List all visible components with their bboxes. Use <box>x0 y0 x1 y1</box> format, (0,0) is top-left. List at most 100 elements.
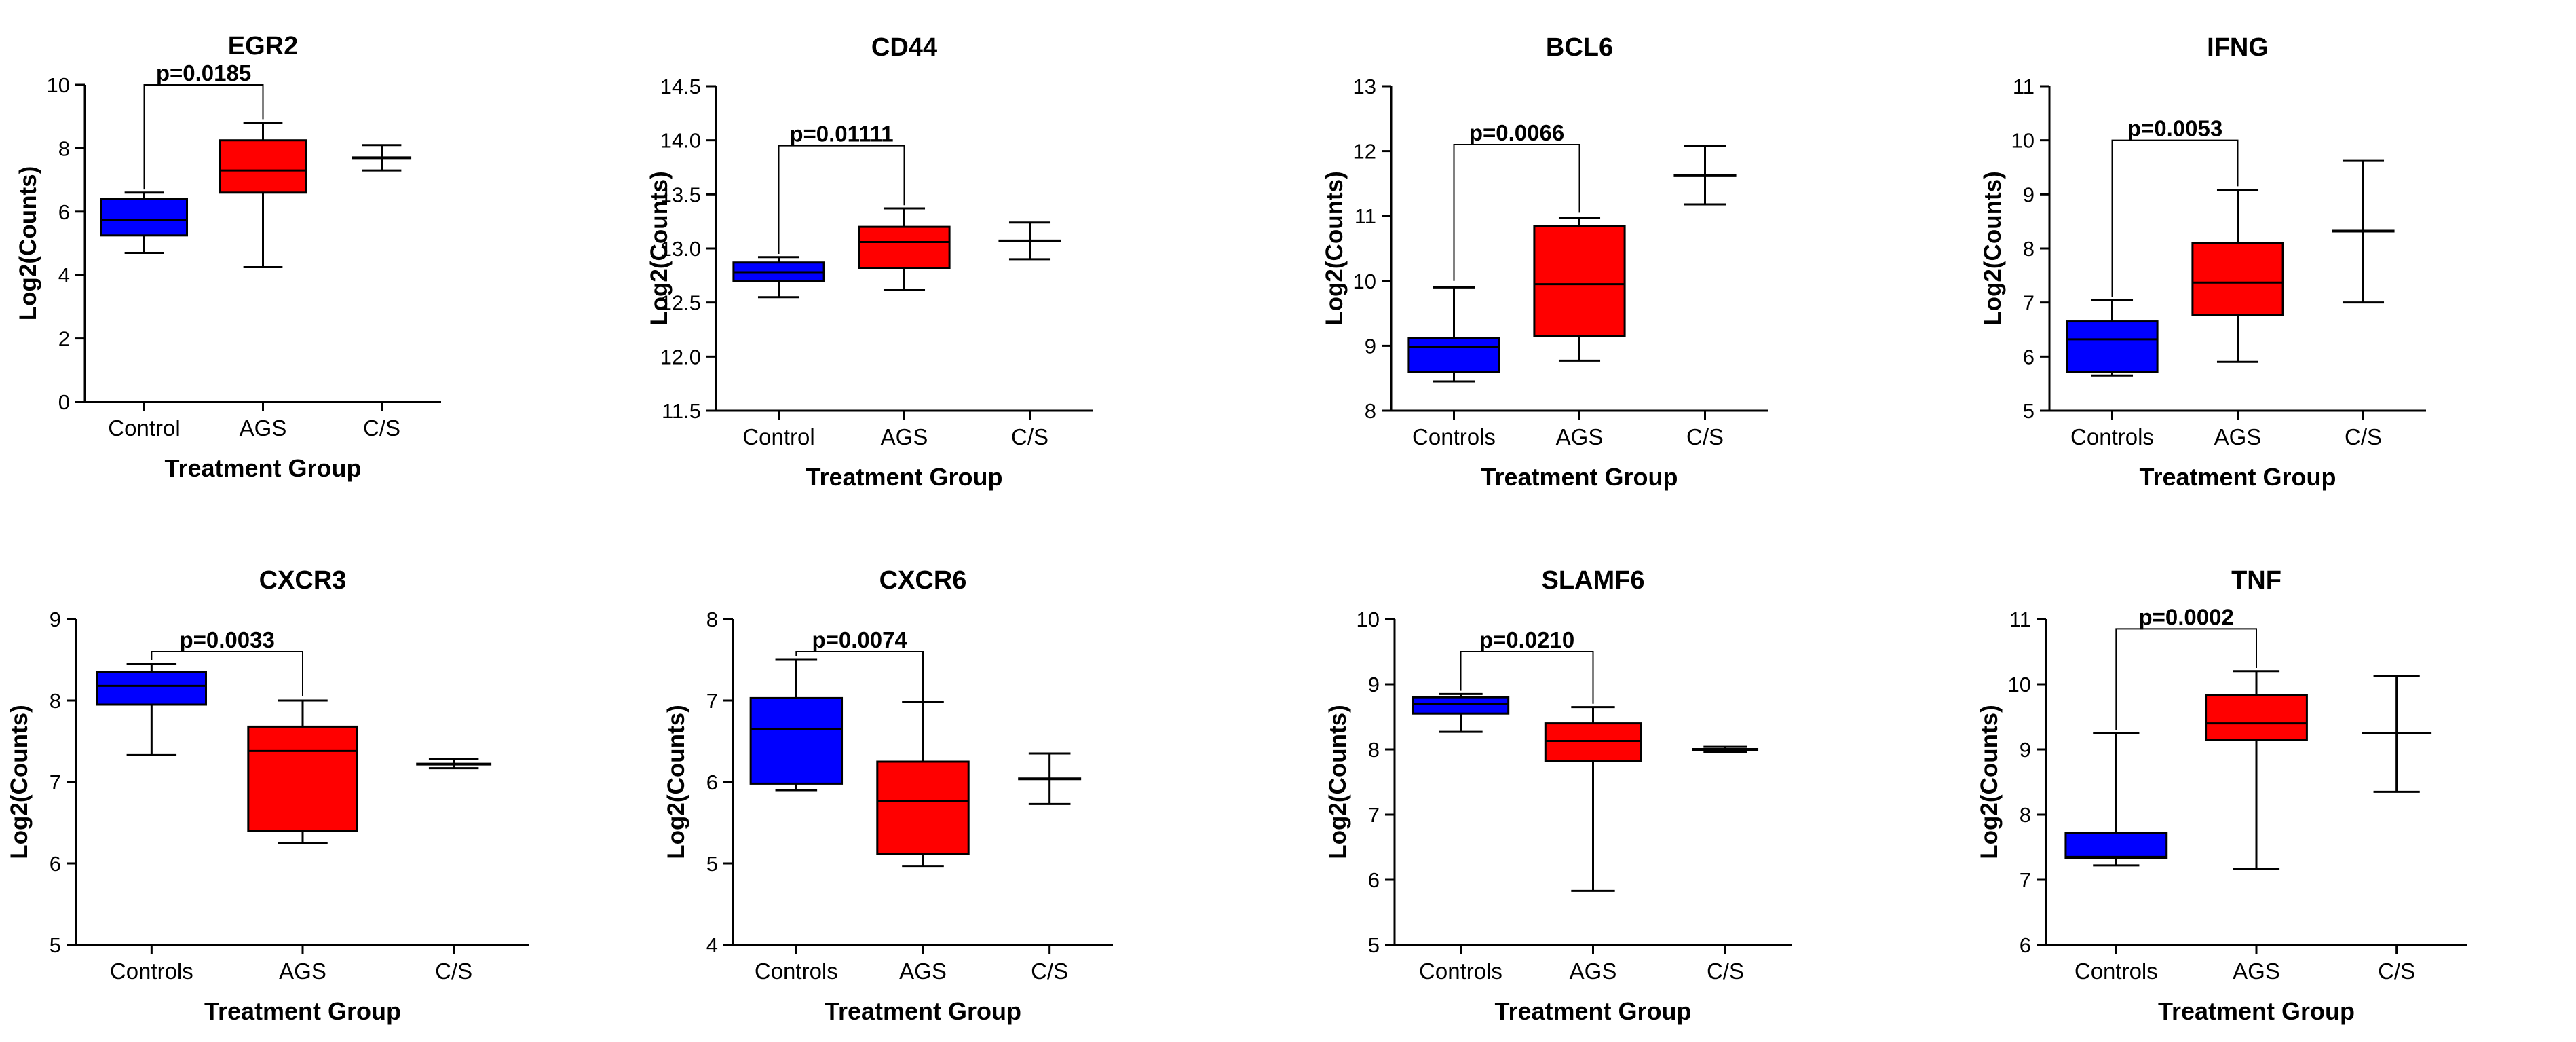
x-tick-label: Controls <box>2070 424 2154 449</box>
x-axis-label: Treatment Group <box>1494 997 1691 1025</box>
y-tick-label: 0 <box>58 390 70 414</box>
x-tick-label: Controls <box>1419 959 1502 984</box>
box-control <box>732 256 825 299</box>
significance-bracket <box>143 84 264 190</box>
x-tick-label: Control <box>108 415 180 441</box>
y-tick-label: 13 <box>1353 75 1376 98</box>
box-controls <box>2066 299 2159 377</box>
box-body <box>2191 242 2284 316</box>
y-tick-label: 10 <box>2008 673 2031 696</box>
p-value-label: p=0.01111 <box>789 122 893 147</box>
y-tick-label: 7 <box>2023 291 2034 315</box>
chart-title: TNF <box>2231 566 2281 595</box>
x-tick-label: AGS <box>899 959 947 984</box>
x-axis-label: Treatment Group <box>204 997 401 1025</box>
box-c-s <box>1692 745 1759 753</box>
x-tick-label: Control <box>742 424 814 449</box>
y-tick-label: 13.0 <box>660 237 701 261</box>
chart-panel-cd44: CD44 11.5 12.0 12.5 13.0 13.5 14.0 14.5 Log2(Cou… <box>646 33 1093 491</box>
y-tick-label: 12.5 <box>660 291 701 315</box>
box-controls <box>1412 692 1510 733</box>
x-tick-label: C/S <box>1031 959 1068 984</box>
y-axis-label: Log2(Counts) <box>1325 705 1351 859</box>
box-ags <box>858 207 951 291</box>
y-tick-label: 4 <box>58 263 70 287</box>
box-c-s <box>2332 159 2395 304</box>
y-tick-label: 10 <box>1353 269 1376 293</box>
y-tick-label: 14.0 <box>660 129 701 153</box>
y-axis-label: Log2(Counts) <box>15 166 41 320</box>
p-value-label: p=0.0002 <box>2138 604 2233 629</box>
box-controls <box>2064 732 2168 867</box>
y-axis-label: Log2(Counts) <box>1321 171 1348 325</box>
y-tick-label: 5 <box>2023 399 2034 423</box>
y-tick-label: 6 <box>58 200 70 224</box>
box-body <box>100 198 188 237</box>
chart-title: EGR2 <box>228 32 298 60</box>
chart-panel-ifng: IFNG 5 6 7 8 9 10 11 Log2(Counts) Controls AGS C/S T… <box>1980 33 2426 491</box>
y-tick-label: 8 <box>58 136 70 160</box>
box-c-s <box>2362 675 2432 793</box>
significance-bracket <box>1460 651 1594 704</box>
y-tick-label: 12 <box>1353 140 1376 164</box>
chart-title: IFNG <box>2207 33 2269 62</box>
p-value-label: p=0.0185 <box>156 60 251 86</box>
box-ags <box>1533 217 1626 362</box>
box-c-s <box>998 221 1061 261</box>
chart-panel-bcl6: BCL6 8 9 10 11 12 13 Log2(Counts) Controls AGS C/S… <box>1321 33 1768 491</box>
box-ags <box>247 699 358 844</box>
box-c-s <box>1673 145 1737 206</box>
y-tick-label: 5 <box>1368 933 1380 957</box>
y-tick-label: 7 <box>706 689 718 713</box>
significance-bracket <box>778 145 905 254</box>
box-body <box>96 671 207 706</box>
y-tick-label: 6 <box>1368 868 1380 892</box>
x-tick-label: AGS <box>2214 424 2262 449</box>
y-tick-label: 4 <box>706 933 718 957</box>
box-body <box>2064 832 2168 859</box>
x-tick-label: C/S <box>1686 424 1724 449</box>
y-tick-label: 9 <box>1365 334 1376 358</box>
chart-title: CXCR3 <box>259 566 347 595</box>
y-tick-label: 8 <box>2023 237 2034 261</box>
x-tick-label: Controls <box>755 959 838 984</box>
box-ags <box>2205 670 2308 870</box>
p-value-label: p=0.0210 <box>1479 627 1574 652</box>
x-axis-label: Treatment Group <box>806 463 1002 491</box>
y-tick-label: 10 <box>47 73 70 97</box>
x-tick-label: C/S <box>1011 424 1048 449</box>
box-body <box>2205 694 2308 741</box>
p-value-label: p=0.0074 <box>812 627 907 652</box>
x-tick-label: C/S <box>2345 424 2382 449</box>
y-tick-label: 8 <box>706 608 718 631</box>
significance-bracket <box>2111 139 2239 297</box>
box-body <box>1544 722 1642 762</box>
box-body <box>1407 337 1500 373</box>
y-tick-label: 7 <box>2020 868 2031 892</box>
x-axis-label: Treatment Group <box>825 997 1021 1025</box>
y-tick-label: 6 <box>2023 345 2034 369</box>
y-axis-label: Log2(Counts) <box>1980 171 2006 325</box>
x-tick-label: AGS <box>2233 959 2280 984</box>
y-axis-label: Log2(Counts) <box>6 705 33 859</box>
chart-panel-tnf: TNF 6 7 8 9 10 11 Log2(Counts) Controls AGS C/S Tre… <box>1976 566 2467 1025</box>
y-axis-label: Log2(Counts) <box>1976 705 2003 859</box>
box-c-s <box>1018 752 1082 805</box>
box-body <box>876 760 970 855</box>
chart-title: CD44 <box>871 33 937 62</box>
x-tick-label: AGS <box>881 424 928 449</box>
x-tick-label: Controls <box>1412 424 1496 449</box>
box-ags <box>2191 189 2284 363</box>
y-tick-label: 10 <box>1357 608 1380 631</box>
y-tick-label: 11.5 <box>662 399 701 423</box>
box-controls <box>1407 286 1500 383</box>
chart-title: SLAMF6 <box>1542 566 1645 595</box>
y-tick-label: 8 <box>50 689 61 713</box>
y-tick-label: 6 <box>706 770 718 794</box>
y-tick-label: 8 <box>1365 399 1376 423</box>
x-tick-label: AGS <box>240 415 287 441</box>
p-value-label: p=0.0053 <box>2127 116 2222 141</box>
box-c-s <box>352 144 412 172</box>
y-tick-label: 6 <box>50 852 61 876</box>
y-tick-label: 12.0 <box>660 345 701 369</box>
